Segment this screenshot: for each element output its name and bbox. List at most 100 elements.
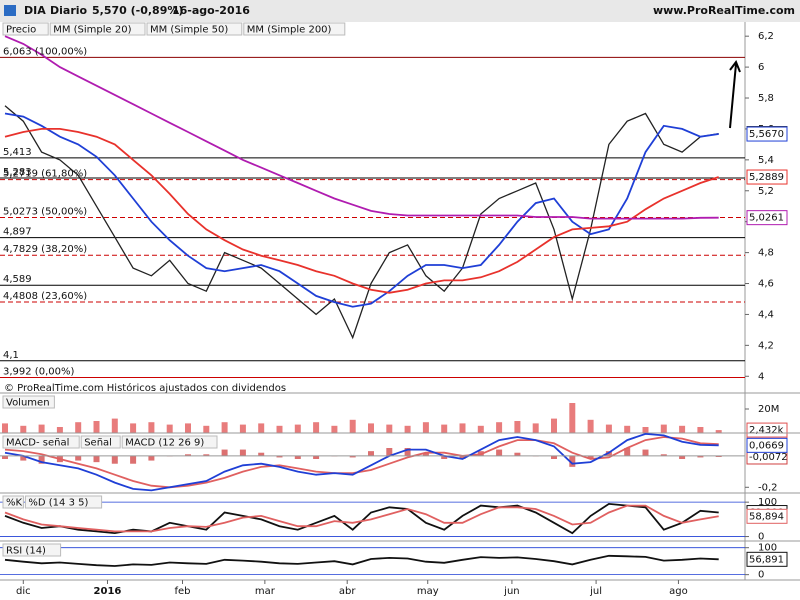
y-tick-label: 100 xyxy=(758,543,777,554)
volume-bar xyxy=(404,425,411,433)
last-value-label: 2,432k xyxy=(749,425,784,436)
legend-entry: MACD (12 26 9) xyxy=(125,438,204,449)
quote: 5,570 (-0,89%) xyxy=(92,4,183,17)
y-tick-label: 4,2 xyxy=(758,340,774,351)
volume-bar xyxy=(166,424,173,433)
histogram-bar xyxy=(624,448,631,456)
legend-box xyxy=(2,395,55,409)
histogram-bar xyxy=(715,455,722,457)
y-tick-label: 5,8 xyxy=(758,93,774,104)
level-label: 4,589 xyxy=(3,274,32,285)
histogram-bar xyxy=(148,455,155,461)
level-label: 4,4808 (23,60%) xyxy=(3,291,87,302)
histogram-bar xyxy=(569,455,576,467)
x-tick-label: mar xyxy=(255,586,276,597)
volume-bar xyxy=(715,430,722,433)
volume-bar xyxy=(56,427,63,433)
volume-bar xyxy=(294,424,301,433)
last-value-label: 56,891 xyxy=(749,554,784,565)
last-value-label: 0,0669 xyxy=(749,440,784,451)
y-tick-label: 4 xyxy=(758,371,764,382)
volume-bar xyxy=(93,421,100,433)
y-tick-label: 4,4 xyxy=(758,309,774,320)
plot-area xyxy=(4,554,719,567)
last-value-box xyxy=(746,210,788,226)
y-tick-label: 20M xyxy=(758,404,779,415)
level-label: 4,1 xyxy=(3,350,19,361)
last-value-box xyxy=(746,508,788,524)
series-line xyxy=(4,432,719,492)
x-tick-label: may xyxy=(417,586,439,597)
legend-entry: Precio xyxy=(6,25,36,36)
volume-bar xyxy=(313,422,320,433)
legend-entry: MM (Simple 50) xyxy=(150,25,228,36)
histogram-bar xyxy=(551,455,557,459)
volume-bar xyxy=(20,425,27,433)
histogram-bar xyxy=(404,448,411,456)
x-tick-label: dic xyxy=(16,586,31,597)
volume-bar xyxy=(331,425,338,433)
volume-bar xyxy=(441,424,448,433)
volume-bar xyxy=(459,423,466,433)
x-tick-label: 2016 xyxy=(94,586,122,597)
histogram-bar xyxy=(386,448,393,456)
volume-bar xyxy=(386,424,393,433)
series-line xyxy=(4,554,719,567)
legend-box xyxy=(2,435,80,449)
volume-bar xyxy=(130,423,137,433)
legend-box xyxy=(2,495,24,509)
level-label: 5,283 xyxy=(3,167,32,178)
histogram-bar xyxy=(368,451,374,456)
histogram-bar xyxy=(239,449,246,456)
histogram-bar xyxy=(75,455,82,461)
site[interactable]: www.ProRealTime.com xyxy=(653,4,795,17)
volume-bar xyxy=(679,425,686,433)
histogram-bar xyxy=(422,452,429,456)
y-tick-label: 6,2 xyxy=(758,31,774,42)
volume-bar xyxy=(148,422,155,433)
histogram-bar xyxy=(679,455,686,459)
legend-entry: RSI (14) xyxy=(6,546,46,557)
legend-box xyxy=(243,22,346,36)
histogram-bar xyxy=(514,452,521,456)
level-label: 5,2719 (61,80%) xyxy=(3,169,87,180)
x-tick-label: jul xyxy=(589,586,602,597)
volume-bar xyxy=(38,424,45,433)
volume-bar xyxy=(605,424,612,433)
volume-bar xyxy=(368,423,374,433)
volume-bar xyxy=(422,422,429,433)
x-tick-label: jun xyxy=(503,586,519,597)
y-tick-label: 100 xyxy=(758,497,777,508)
histogram-bar xyxy=(294,455,301,459)
series-line xyxy=(4,128,719,294)
legend-box xyxy=(121,435,218,449)
series-line xyxy=(4,112,719,308)
histogram-bar xyxy=(258,452,265,456)
y-tick-label: 0 xyxy=(758,570,764,581)
last-value-label: 5,2889 xyxy=(749,172,784,183)
histogram-bar xyxy=(203,454,210,456)
legend-box xyxy=(24,495,103,509)
volume-bar xyxy=(642,427,649,433)
histogram-bar xyxy=(441,455,448,459)
volume-bar xyxy=(221,422,228,433)
histogram-bar xyxy=(93,455,100,463)
y-tick-label: -0,2 xyxy=(758,482,778,493)
volume-bar xyxy=(587,419,594,433)
volume-bar xyxy=(551,418,557,433)
y-tick-label: 6 xyxy=(758,62,764,73)
level-label: 4,897 xyxy=(3,227,32,238)
histogram-bar xyxy=(697,455,704,458)
y-tick-label: 5,4 xyxy=(758,155,774,166)
plot-area xyxy=(0,35,745,379)
histogram-bar xyxy=(20,455,27,461)
histogram-bar xyxy=(660,454,667,456)
legend-entry: MACD- señal xyxy=(6,438,69,449)
level-label: 4,7829 (38,20%) xyxy=(3,244,87,255)
last-value-label: -0,0072 xyxy=(749,452,788,463)
level-label: 6,063 (100,00%) xyxy=(3,46,87,57)
histogram-bar xyxy=(587,455,594,459)
histogram-bar xyxy=(276,455,283,458)
